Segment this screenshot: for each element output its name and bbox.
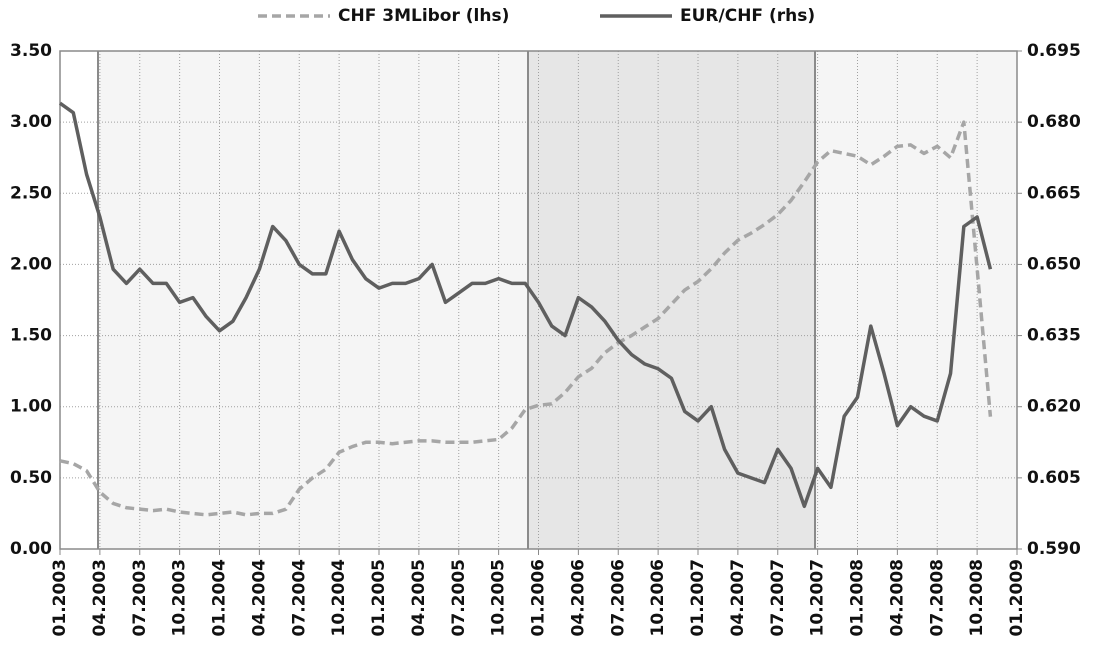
y-tick-label: 3.00 (10, 112, 52, 132)
x-tick-label: 04.2006 (568, 559, 588, 636)
series-line (58, 101, 993, 509)
x-tick-label: 04.2007 (728, 559, 748, 636)
x-tick-label: 07.2005 (449, 559, 469, 636)
x-tick-label: 07.2008 (927, 559, 947, 636)
x-tick-label: 01.2006 (529, 559, 549, 636)
x-tick-label: 07.2006 (608, 559, 628, 636)
x-tick-label: 01.2009 (1007, 559, 1027, 636)
y-tick-label: 2.00 (10, 254, 52, 274)
y2-tick-label: 0.605 (1027, 468, 1081, 488)
y-tick-label: 0.50 (10, 468, 52, 488)
x-tick-label: 10.2005 (489, 559, 509, 636)
x-tick-label: 04.2005 (409, 559, 429, 636)
x-tick-label: 01.2005 (369, 559, 389, 636)
x-tick-label: 04.2008 (887, 559, 907, 636)
x-tick-label: 10.2006 (648, 559, 668, 636)
y2-tick-label: 0.680 (1027, 112, 1081, 132)
y2-tick-label: 0.590 (1027, 539, 1081, 559)
legend-label: EUR/CHF (rhs) (680, 6, 815, 26)
y2-tick-label: 0.620 (1027, 397, 1081, 417)
y-tick-label: 0.00 (10, 539, 52, 559)
y-tick-label: 3.50 (10, 41, 52, 61)
x-tick-label: 07.2007 (768, 559, 788, 636)
x-tick-label: 10.2003 (170, 559, 190, 636)
x-tick-label: 10.2004 (329, 559, 349, 637)
x-tick-label: 07.2003 (130, 559, 150, 636)
y2-tick-label: 0.695 (1027, 41, 1081, 61)
y2-tick-label: 0.650 (1027, 254, 1081, 274)
x-tick-label: 10.2007 (808, 559, 828, 636)
series-line (59, 120, 993, 517)
x-tick-label: 07.2004 (289, 559, 309, 637)
legend-label: CHF 3MLibor (lhs) (338, 6, 509, 26)
y2-tick-label: 0.665 (1027, 183, 1081, 203)
y-tick-label: 1.50 (10, 326, 52, 346)
y-tick-label: 2.50 (10, 183, 52, 203)
x-tick-label: 01.2003 (50, 559, 70, 636)
shaded-period (528, 51, 815, 549)
y2-tick-label: 0.635 (1027, 326, 1081, 346)
x-tick-label: 01.2008 (848, 559, 868, 636)
x-tick-label: 04.2003 (90, 559, 110, 636)
y-tick-label: 1.00 (10, 397, 52, 417)
x-tick-label: 04.2004 (249, 559, 269, 637)
x-tick-label: 01.2004 (210, 559, 230, 637)
x-tick-label: 01.2007 (688, 559, 708, 636)
x-tick-label: 10.2008 (967, 559, 987, 636)
